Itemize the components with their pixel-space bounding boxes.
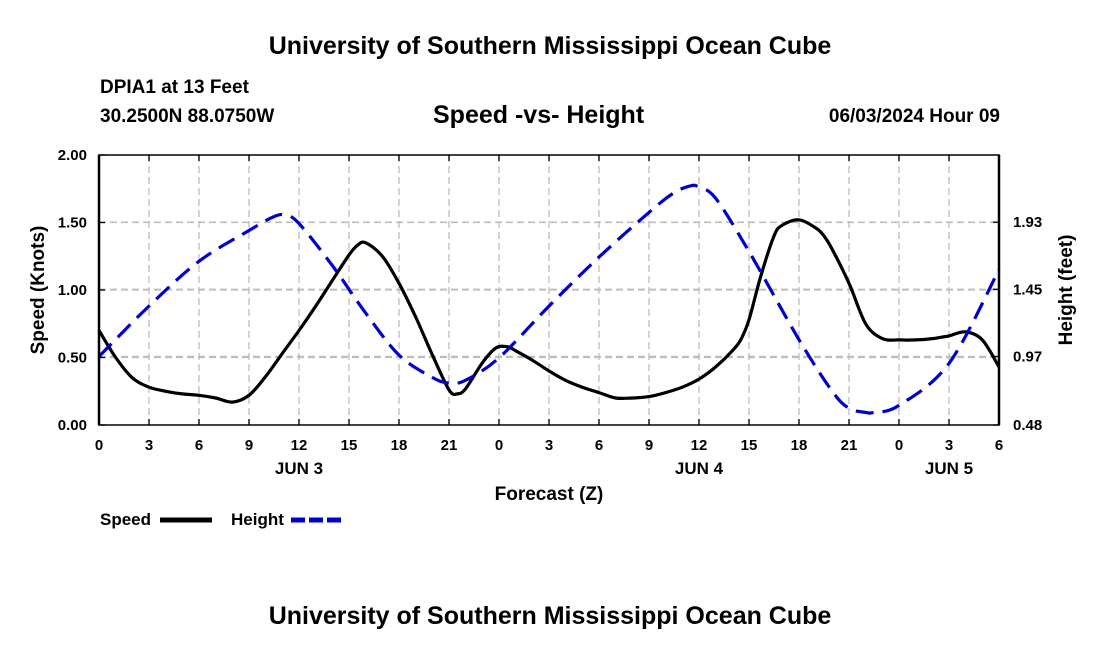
x-tick-label: 6 [195, 437, 203, 454]
y2-tick-label: 1.45 [1013, 281, 1042, 298]
frame-layer [97, 154, 1001, 426]
y2-axis-title: Height (feet) [1056, 235, 1077, 346]
x-tick-label: 6 [995, 437, 1003, 454]
x-tick-label: 0 [95, 437, 103, 454]
series-line-height [97, 183, 1001, 415]
timestamp-label: 06/03/2024 Hour 09 [828, 106, 1000, 127]
date-label: JUN 5 [925, 459, 973, 478]
x-tick-label: 12 [291, 437, 308, 454]
y-axis-title: Speed (Knots) [28, 226, 49, 355]
series-line-speed [97, 218, 1001, 404]
y-tick-label: 0.50 [58, 350, 87, 367]
x-tick-label: 21 [441, 437, 458, 454]
x-axis-title: Forecast (Z) [495, 484, 604, 505]
series-layer [97, 183, 1001, 415]
x-tick-label: 18 [391, 437, 408, 454]
y2-tick-label: 0.97 [1013, 348, 1042, 365]
y-tick-label: 2.00 [58, 147, 87, 164]
header-title: University of Southern Mississippi Ocean… [268, 32, 832, 60]
grid-layer [99, 155, 999, 425]
x-tick-label: 3 [145, 437, 153, 454]
location-label: 30.2500N 88.0750W [100, 106, 275, 127]
y2-tick-label: 0.48 [1013, 417, 1042, 434]
x-tick-label: 3 [945, 437, 953, 454]
date-label: JUN 3 [275, 459, 323, 478]
x-tick-label: 0 [895, 437, 903, 454]
legend-label-height: Height [231, 510, 284, 529]
footer-title: University of Southern Mississippi Ocean… [268, 602, 832, 630]
x-tick-label: 21 [841, 437, 858, 454]
x-tick-label: 6 [595, 437, 603, 454]
x-tick-label: 18 [791, 437, 808, 454]
x-tick-label: 9 [645, 437, 653, 454]
legend-label-speed: Speed [100, 510, 151, 529]
label-layer: 0 3 6 9 12 15 18 21 0 3 6 9 12 15 18 21 0 3 6 0.00 0.50 1.00 1… [28, 147, 1077, 529]
y2-tick-label: 1.93 [1013, 214, 1042, 231]
date-label: JUN 4 [675, 459, 724, 478]
x-tick-label: 3 [545, 437, 553, 454]
x-tick-label: 9 [245, 437, 253, 454]
y-tick-label: 0.00 [58, 417, 87, 434]
y-tick-label: 1.00 [58, 282, 87, 299]
station-label: DPIA1 at 13 Feet [100, 77, 249, 98]
y-tick-label: 1.50 [58, 215, 87, 232]
x-tick-label: 12 [691, 437, 708, 454]
x-tick-label: 0 [495, 437, 503, 454]
chart-title: Speed -vs- Height [433, 101, 645, 129]
x-tick-label: 15 [741, 437, 758, 454]
x-tick-label: 15 [341, 437, 358, 454]
